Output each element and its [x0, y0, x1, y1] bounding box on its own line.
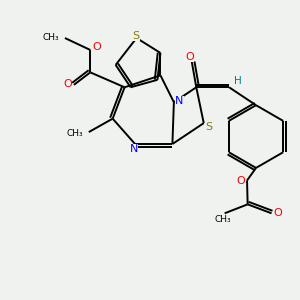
- Text: CH₃: CH₃: [66, 129, 83, 138]
- Text: O: O: [63, 79, 72, 89]
- Text: O: O: [273, 208, 282, 218]
- Text: S: S: [132, 31, 140, 40]
- Text: N: N: [175, 96, 184, 106]
- Text: S: S: [206, 122, 213, 132]
- Text: O: O: [237, 176, 245, 186]
- Text: H: H: [234, 76, 242, 86]
- Text: N: N: [129, 144, 138, 154]
- Text: CH₃: CH₃: [215, 215, 232, 224]
- Text: O: O: [185, 52, 194, 61]
- Text: O: O: [92, 42, 101, 52]
- Text: CH₃: CH₃: [43, 33, 59, 42]
